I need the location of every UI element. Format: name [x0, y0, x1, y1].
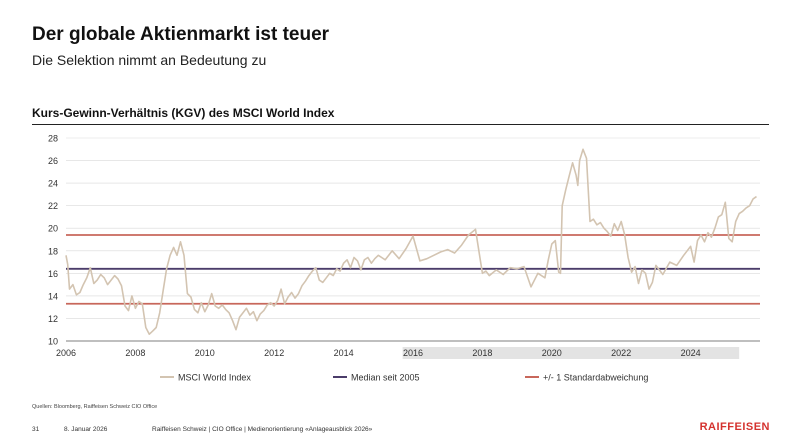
x-tick-label: 2014	[334, 348, 354, 358]
x-tick-label: 2006	[56, 348, 76, 358]
x-tick-label: 2008	[125, 348, 145, 358]
x-tick-label: 2016	[403, 348, 423, 358]
footer-text: Raiffeisen Schweiz | CIO Office | Medien…	[152, 426, 373, 433]
series-layer	[65, 148, 757, 336]
x-axis-shade	[402, 347, 740, 359]
raiffeisen-logo: RAIFFEISEN	[699, 421, 770, 433]
grid-layer	[66, 137, 760, 319]
y-tick-label: 16	[48, 269, 58, 279]
y-tick-label: 12	[48, 314, 58, 324]
y-tick-label: 14	[48, 291, 58, 301]
legend-label: +/- 1 Standardabweichung	[543, 373, 648, 383]
heading-divider	[32, 124, 769, 125]
y-tick-label: 26	[48, 156, 58, 166]
chart-heading: Kurs-Gewinn-Verhältnis (KGV) des MSCI Wo…	[32, 106, 335, 120]
reference-lines	[66, 234, 760, 305]
x-tick-label: 2012	[264, 348, 284, 358]
footer-date: 8. Januar 2026	[64, 426, 108, 433]
y-tick-label: 22	[48, 201, 58, 211]
x-tick-label: 2022	[611, 348, 631, 358]
y-tick-label: 18	[48, 246, 58, 256]
x-tick-label: 2010	[195, 348, 215, 358]
legend-label: MSCI World Index	[178, 373, 251, 383]
page-title: Der globale Aktienmarkt ist teuer	[32, 24, 330, 45]
page-subtitle: Die Selektion nimmt an Bedeutung zu	[32, 52, 267, 68]
x-tick-label: 2020	[542, 348, 562, 358]
legend-label: Median seit 2005	[351, 373, 420, 383]
source-note: Quellen: Bloomberg, Raiffeisen Schweiz C…	[32, 404, 158, 410]
msci-world-line	[65, 148, 757, 336]
chart-legend: MSCI World Index Median seit 2005 +/- 1 St…	[160, 373, 648, 383]
y-tick-label: 28	[48, 134, 58, 144]
x-tick-label: 2018	[472, 348, 492, 358]
x-tick-label: 2024	[681, 348, 701, 358]
y-tick-label: 10	[48, 337, 58, 347]
y-tick-label: 20	[48, 224, 58, 234]
y-tick-label: 24	[48, 179, 58, 189]
page-number: 31	[32, 426, 40, 433]
